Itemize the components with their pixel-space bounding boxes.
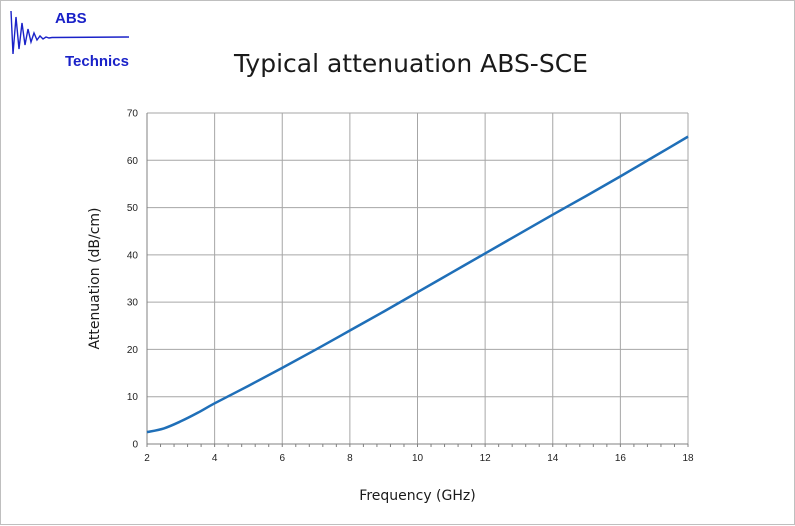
x-tick-label: 2	[144, 453, 150, 464]
logo-text-technics: Technics	[65, 53, 129, 70]
y-tick-label: 30	[127, 298, 139, 309]
logo-text-abs: ABS	[55, 10, 87, 27]
y-axis-title: Attenuation (dB/cm)	[87, 208, 103, 350]
y-tick-label: 60	[127, 156, 139, 167]
x-tick-label: 14	[547, 453, 559, 464]
series-line-attenuation	[146, 135, 689, 434]
y-axis-ticks: 0 10 20 30 40 50 60 70	[127, 109, 139, 451]
y-tick-label: 50	[127, 203, 139, 214]
x-tick-label: 4	[212, 453, 218, 464]
x-tick-label: 10	[412, 453, 424, 464]
x-axis-title: Frequency (GHz)	[359, 488, 475, 504]
x-tick-label: 12	[480, 453, 492, 464]
y-tick-label: 70	[127, 109, 139, 120]
x-tick-label: 6	[279, 453, 285, 464]
y-tick-label: 40	[127, 250, 139, 261]
x-tick-label: 16	[615, 453, 627, 464]
logo-waveform-icon	[10, 10, 130, 55]
y-tick-label: 0	[132, 440, 138, 451]
x-axis-ticks: 2 4 6 8 10 12 14 16 18	[144, 444, 694, 464]
chart-grid	[146, 112, 689, 445]
chart-title: Typical attenuation ABS-SCE	[234, 49, 588, 78]
x-tick-label: 8	[347, 453, 353, 464]
y-tick-label: 20	[127, 345, 139, 356]
y-tick-label: 10	[127, 392, 139, 403]
abs-technics-logo: ABS Technics	[9, 9, 139, 79]
x-tick-label: 18	[682, 453, 694, 464]
